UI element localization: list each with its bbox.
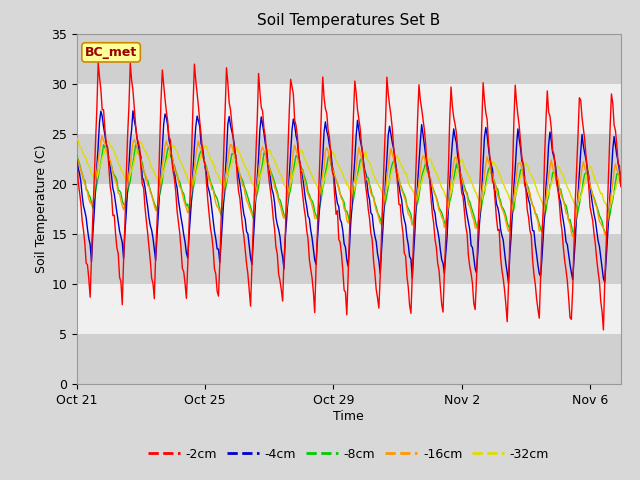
X-axis label: Time: Time: [333, 409, 364, 422]
Bar: [77, 284, 621, 334]
Bar: [77, 334, 621, 384]
Y-axis label: Soil Temperature (C): Soil Temperature (C): [35, 144, 49, 273]
Bar: [77, 84, 621, 134]
Bar: [77, 184, 621, 234]
Bar: [77, 34, 621, 84]
Bar: [77, 234, 621, 284]
Bar: [77, 134, 621, 184]
Legend: -2cm, -4cm, -8cm, -16cm, -32cm: -2cm, -4cm, -8cm, -16cm, -32cm: [143, 443, 554, 466]
Title: Soil Temperatures Set B: Soil Temperatures Set B: [257, 13, 440, 28]
Text: BC_met: BC_met: [85, 46, 137, 59]
